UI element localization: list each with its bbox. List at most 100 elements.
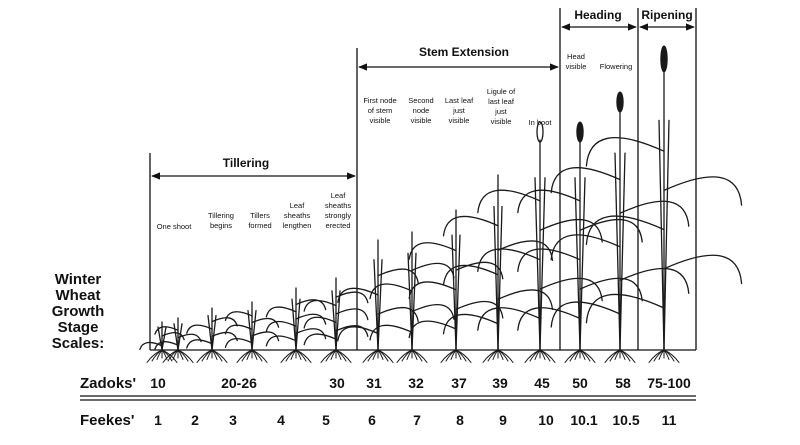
zadoks-values: 10 20-26 30 31 32 37 39 45 50 58 75-100 <box>150 375 691 391</box>
leaf-line <box>295 328 327 340</box>
side-title-line-1: Winter <box>55 271 102 288</box>
leaf-line <box>585 215 665 245</box>
leaf-line <box>369 324 413 341</box>
stem-line <box>663 119 670 351</box>
leaf-line <box>517 307 581 331</box>
leaf-line <box>619 267 690 295</box>
leaf-line <box>335 325 369 338</box>
leaf-line <box>161 332 185 341</box>
feekes-value-1: 1 <box>154 412 162 428</box>
leaf-line <box>442 313 499 335</box>
phase-label-stem-extension: Stem Extension <box>419 45 509 59</box>
leaf-line <box>411 262 455 279</box>
root-line <box>411 349 428 363</box>
root-line <box>663 349 680 363</box>
root-line <box>335 349 352 363</box>
leaf-line <box>224 338 253 348</box>
root-line <box>455 349 472 363</box>
plant-9 <box>408 209 504 363</box>
zadoks-value-10: 45 <box>534 375 550 391</box>
stage-desc-9: Ligule of last leaf just visible <box>487 87 516 126</box>
phase-label-tillering: Tillering <box>223 156 269 170</box>
root-line <box>251 349 268 363</box>
stem-line <box>534 177 541 351</box>
root-line <box>497 349 514 363</box>
stem-line <box>451 234 457 351</box>
leaf-line <box>585 293 665 324</box>
stem-line <box>493 205 499 351</box>
zadoks-value-13: 75-100 <box>647 375 691 391</box>
stem-line <box>373 259 379 351</box>
leaf-line <box>663 176 743 206</box>
stage-desc-6: First node of stem visible <box>363 96 396 125</box>
leaf-line <box>224 324 253 335</box>
stem-line <box>411 252 417 351</box>
stem-line <box>211 314 217 351</box>
root-line <box>579 349 596 363</box>
stage-desc-5: Leaf sheaths strongly erected <box>325 191 352 230</box>
leaf-line <box>517 189 581 214</box>
stage-desc-12: Flowering <box>600 62 633 71</box>
leaf-line <box>265 335 297 347</box>
stage-desc-2: Tillering begins <box>208 211 234 230</box>
plant-3 <box>186 307 238 363</box>
leaf-line <box>303 299 337 312</box>
plant-illustrations <box>139 45 743 363</box>
leaf-line <box>455 261 504 280</box>
zadoks-value-11: 50 <box>572 375 588 391</box>
leaf-line <box>517 248 581 272</box>
leaf-line <box>539 218 603 243</box>
leaf-line <box>139 341 163 351</box>
feekes-value-5: 5 <box>322 412 330 428</box>
plant-2 <box>154 317 202 363</box>
leaf-line <box>663 254 743 285</box>
leaf-line <box>408 242 457 260</box>
zadoks-value-12: 58 <box>615 375 631 391</box>
leaf-line <box>477 189 541 214</box>
leaf-line <box>154 341 179 350</box>
stem-line <box>579 177 586 351</box>
zadoks-value-9: 39 <box>492 375 508 391</box>
leaf-line <box>303 333 337 346</box>
leaf-line <box>251 331 280 342</box>
leaf-line <box>186 339 213 349</box>
stage-desc-4: Leaf sheaths lengthen <box>283 201 312 230</box>
leaf-line <box>211 317 238 327</box>
leaf-line <box>550 234 621 261</box>
leaf-line <box>408 281 457 300</box>
feekes-value-3: 3 <box>229 412 237 428</box>
leaf-line <box>408 320 457 339</box>
stem-line <box>377 259 383 351</box>
feekes-value-11: 10.1 <box>570 412 597 428</box>
feekes-value-12: 10.5 <box>612 412 639 428</box>
plant-5 <box>265 287 327 363</box>
feekes-scale-label: Feekes' <box>80 412 134 429</box>
feekes-value-4: 4 <box>277 412 285 428</box>
stem-line <box>251 309 257 351</box>
zadoks-value-6: 31 <box>366 375 382 391</box>
zadoks-value-8: 37 <box>451 375 467 391</box>
leaf-line <box>585 137 665 167</box>
leaf-line <box>539 277 603 302</box>
leaf-line <box>377 306 419 323</box>
stem-line <box>574 177 581 351</box>
root-line <box>619 349 636 363</box>
plant-13 <box>550 91 690 363</box>
stem-line <box>407 252 413 351</box>
leaf-line <box>455 300 504 319</box>
side-title: Winter Wheat Growth Stage Scales: <box>52 271 105 352</box>
zadoks-value-3: 20-26 <box>221 375 257 391</box>
leaf-line <box>224 311 253 322</box>
stage-desc-8: Last leaf just visible <box>445 96 474 125</box>
leaf-line <box>337 326 379 342</box>
leaf-line <box>497 240 554 261</box>
leaf-line <box>251 317 280 328</box>
side-title-line-2: Wheat <box>56 287 101 304</box>
leaf-line <box>295 313 327 325</box>
stage-descriptions: One shoot Tillering begins Tillers formed … <box>157 52 633 231</box>
plant-1 <box>139 321 185 363</box>
root-line <box>539 349 556 363</box>
leaf-line <box>369 283 413 300</box>
